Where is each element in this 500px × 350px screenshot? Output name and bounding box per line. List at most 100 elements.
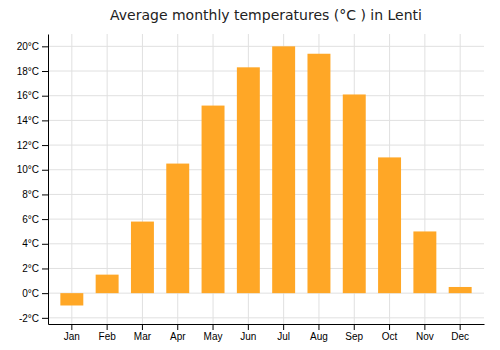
x-tick-mark xyxy=(71,324,72,330)
x-tick-mark xyxy=(142,324,143,330)
chart-container: -2°C 0°C 2°C 4°C 6°C 8°C 10°C 12°C 14°C 16°C 18°C 2… xyxy=(0,0,500,350)
x-tick: Dec xyxy=(451,324,469,342)
y-tick-label: 4°C xyxy=(22,238,39,249)
x-grid-line xyxy=(460,34,461,324)
y-tick-mark xyxy=(42,96,48,97)
x-axis-line xyxy=(49,324,485,325)
x-tick: Aug xyxy=(310,324,328,342)
y-tick-label: -2°C xyxy=(19,313,39,324)
y-tick-mark xyxy=(42,120,48,121)
x-tick: Mar xyxy=(134,324,152,342)
y-tick-mark xyxy=(42,293,48,294)
x-tick-label: Mar xyxy=(134,331,152,342)
y-tick-mark xyxy=(42,145,48,146)
y-tick-mark xyxy=(42,71,48,72)
bar xyxy=(343,94,366,293)
x-tick: Feb xyxy=(99,324,117,342)
bar xyxy=(237,67,260,293)
x-tick-mark xyxy=(107,324,108,330)
y-tick: 6°C xyxy=(22,214,48,225)
bars xyxy=(60,46,471,305)
y-tick: 4°C xyxy=(22,238,48,249)
bar xyxy=(60,293,83,305)
y-grid-line xyxy=(48,145,484,146)
x-tick-mark xyxy=(424,324,425,330)
y-tick-mark xyxy=(42,170,48,171)
y-grid-line xyxy=(48,120,484,121)
y-tick-label: 0°C xyxy=(22,288,39,299)
x-tick-label: Sep xyxy=(345,331,363,342)
x-tick-label: Aug xyxy=(310,331,328,342)
y-tick-mark xyxy=(42,268,48,269)
y-tick-mark xyxy=(42,46,48,47)
y-tick-label: 16°C xyxy=(17,90,39,101)
grid xyxy=(48,34,484,324)
y-axis: -2°C 0°C 2°C 4°C 6°C 8°C 10°C 12°C 14°C 16°C 18°C 2… xyxy=(17,35,49,325)
x-tick-label: Apr xyxy=(170,331,186,342)
y-tick: 2°C xyxy=(22,263,48,274)
x-tick: Nov xyxy=(416,324,434,342)
x-tick: Jan xyxy=(64,324,80,342)
title: Average monthly temperatures (°C ) in Le… xyxy=(110,7,422,23)
y-tick: 10°C xyxy=(17,164,48,175)
y-tick-label: 14°C xyxy=(17,115,39,126)
y-tick-label: 12°C xyxy=(17,140,39,151)
x-grid-line xyxy=(71,34,72,324)
y-axis-line xyxy=(48,35,49,325)
x-tick-label: May xyxy=(204,331,223,342)
x-tick-mark xyxy=(460,324,461,330)
x-tick-label: Jun xyxy=(240,331,256,342)
x-tick-mark xyxy=(213,324,214,330)
y-tick-mark xyxy=(42,194,48,195)
bar xyxy=(166,164,189,294)
x-tick-label: Nov xyxy=(416,331,434,342)
bar xyxy=(131,222,154,294)
x-tick: Jul xyxy=(277,324,290,342)
y-tick-label: 10°C xyxy=(17,164,39,175)
x-tick-label: Dec xyxy=(451,331,469,342)
y-tick: 18°C xyxy=(17,66,48,77)
y-grid-line xyxy=(48,46,484,47)
x-tick-label: Jan xyxy=(64,331,80,342)
plot: -2°C 0°C 2°C 4°C 6°C 8°C 10°C 12°C 14°C 16°C 18°C 2… xyxy=(17,34,485,342)
y-tick-label: 6°C xyxy=(22,214,39,225)
y-tick-mark xyxy=(42,318,48,319)
x-tick-mark xyxy=(318,324,319,330)
bar xyxy=(202,106,225,294)
y-tick-mark xyxy=(42,244,48,245)
x-tick: Apr xyxy=(170,324,186,342)
x-tick-mark xyxy=(283,324,284,330)
y-tick-mark xyxy=(42,219,48,220)
x-tick-mark xyxy=(177,324,178,330)
y-grid-line xyxy=(48,169,484,170)
x-axis: Jan Feb Mar Apr May Jun Jul Aug Sep Oct Nov Dec xyxy=(49,324,485,342)
x-tick-label: Jul xyxy=(277,331,290,342)
bar xyxy=(307,54,330,293)
y-grid-line xyxy=(48,95,484,96)
x-tick: May xyxy=(204,324,223,342)
chart-svg: -2°C 0°C 2°C 4°C 6°C 8°C 10°C 12°C 14°C 16°C 18°C 2… xyxy=(0,0,500,350)
y-tick-label: 20°C xyxy=(17,41,39,52)
y-tick: 8°C xyxy=(22,189,48,200)
y-tick: 16°C xyxy=(17,90,48,101)
y-tick-label: 8°C xyxy=(22,189,39,200)
bar xyxy=(413,231,436,293)
x-tick: Oct xyxy=(382,324,398,342)
y-grid-line xyxy=(48,71,484,72)
y-grid-line xyxy=(48,194,484,195)
y-tick: -2°C xyxy=(19,313,48,324)
y-tick: 0°C xyxy=(22,288,48,299)
y-grid-line xyxy=(48,219,484,220)
y-tick-label: 18°C xyxy=(17,66,39,77)
x-tick: Sep xyxy=(345,324,363,342)
y-grid-line xyxy=(48,317,484,318)
x-tick-label: Oct xyxy=(382,331,398,342)
bar xyxy=(96,275,119,294)
x-tick-mark xyxy=(248,324,249,330)
y-tick: 14°C xyxy=(17,115,48,126)
bar xyxy=(378,157,401,293)
x-tick-mark xyxy=(389,324,390,330)
x-tick-mark xyxy=(354,324,355,330)
x-tick-label: Feb xyxy=(99,331,117,342)
y-tick-label: 2°C xyxy=(22,263,39,274)
